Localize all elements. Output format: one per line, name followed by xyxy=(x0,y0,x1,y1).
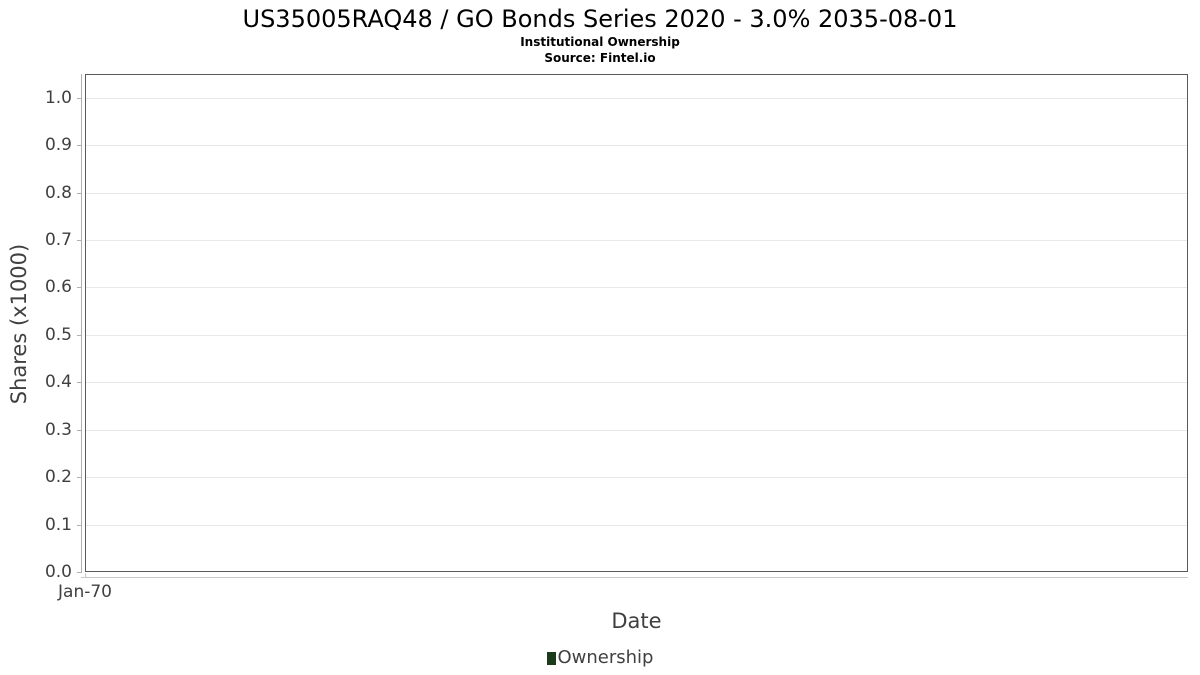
y-tick-mark xyxy=(77,382,82,384)
y-axis-title: Shares (x1000) xyxy=(7,243,31,405)
y-tick-mark xyxy=(77,572,82,573)
gridline xyxy=(86,240,1187,241)
chart-source-credit: Source: Fintel.io xyxy=(544,51,656,65)
y-tick-mark xyxy=(77,287,82,289)
y-tick-label: 0.6 xyxy=(44,277,72,298)
x-axis-baseline xyxy=(81,577,1188,578)
y-tick-label: 0.0 xyxy=(44,562,72,582)
x-tick-mark xyxy=(85,573,86,578)
legend-swatch-icon xyxy=(546,651,556,665)
y-tick-label: 0.4 xyxy=(44,372,72,393)
plot-area xyxy=(85,74,1188,572)
y-tick-mark xyxy=(77,145,82,147)
y-tick-mark xyxy=(77,429,82,431)
y-tick-label: 0.7 xyxy=(44,230,72,250)
gridline xyxy=(86,477,1187,479)
gridline xyxy=(86,382,1187,384)
y-tick-mark xyxy=(77,524,82,526)
chart-subtitle: Institutional Ownership xyxy=(520,35,680,49)
gridline xyxy=(86,429,1187,431)
y-tick-mark xyxy=(77,192,82,194)
legend-item-ownership[interactable]: Ownership xyxy=(546,647,654,669)
chart-title: US35005RAQ48 / GO Bonds Series 2020 - 3.… xyxy=(242,5,958,33)
y-tick-mark xyxy=(77,477,82,479)
y-tick-mark xyxy=(77,240,82,241)
y-tick-label: 0.2 xyxy=(44,467,72,488)
gridline xyxy=(86,145,1187,147)
x-tick-label: Jan-70 xyxy=(58,582,112,602)
y-tick-label: 0.3 xyxy=(44,419,72,440)
x-axis-title: Date xyxy=(611,609,662,633)
y-tick-mark xyxy=(77,97,82,99)
y-tick-label: 0.1 xyxy=(44,514,72,535)
y-tick-label: 0.9 xyxy=(44,135,72,156)
y-tick-label: 1.0 xyxy=(44,87,72,108)
y-tick-mark xyxy=(77,334,82,336)
gridline xyxy=(86,334,1187,336)
gridline xyxy=(86,287,1187,289)
y-tick-label: 0.8 xyxy=(44,182,72,203)
y-tick-label: 0.5 xyxy=(44,324,72,345)
gridline xyxy=(86,97,1187,99)
gridline xyxy=(86,524,1187,526)
y-axis-line xyxy=(81,74,82,573)
legend-item-label: Ownership xyxy=(557,647,654,668)
gridline xyxy=(86,192,1187,194)
chart-legend: Ownership xyxy=(0,647,1200,669)
